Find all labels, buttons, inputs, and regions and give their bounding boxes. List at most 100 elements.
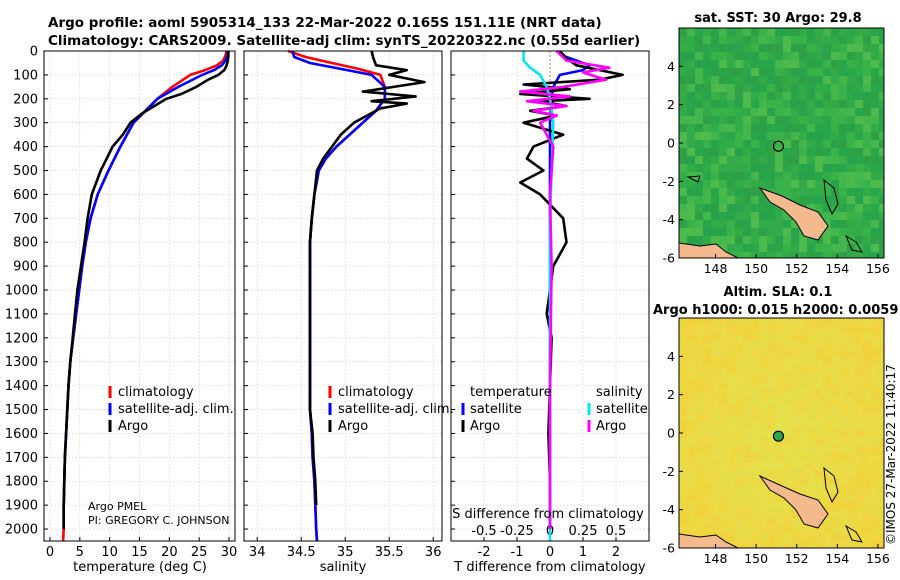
map-cell xyxy=(783,244,791,252)
map-cell xyxy=(823,326,831,334)
map-cell xyxy=(775,494,783,502)
map-cell xyxy=(855,92,863,100)
map-cell xyxy=(759,462,767,470)
map-cell xyxy=(743,342,751,350)
map-cell xyxy=(871,244,879,252)
map-cell xyxy=(767,526,775,534)
map-cell xyxy=(871,366,879,374)
map-cell xyxy=(711,132,719,140)
map-cell xyxy=(831,92,839,100)
map-cell xyxy=(855,212,863,220)
map-cell xyxy=(879,438,884,446)
map-cell xyxy=(751,36,759,44)
map-cell xyxy=(815,342,823,350)
map-cell xyxy=(703,502,711,510)
map-cell xyxy=(863,446,871,454)
map-cell xyxy=(727,526,735,534)
map-cell xyxy=(815,422,823,430)
map-cell xyxy=(855,196,863,204)
map-cell xyxy=(863,342,871,350)
map-cell xyxy=(791,76,799,84)
map-cell xyxy=(759,326,767,334)
map-cell xyxy=(703,390,711,398)
map-cell xyxy=(751,494,759,502)
map-cell xyxy=(743,366,751,374)
map-cell xyxy=(879,342,884,350)
map-cell xyxy=(687,518,695,526)
map-cell xyxy=(775,228,783,236)
map-cell xyxy=(871,382,879,390)
map-cell xyxy=(831,52,839,60)
map-cell xyxy=(879,164,884,172)
map-cell xyxy=(871,318,879,326)
map-cell xyxy=(855,52,863,60)
map-cell xyxy=(791,422,799,430)
map-cell xyxy=(735,76,743,84)
map-cell xyxy=(831,542,839,548)
map-cell xyxy=(695,318,703,326)
map-cell xyxy=(775,116,783,124)
map-cell xyxy=(791,390,799,398)
map-cell xyxy=(695,478,703,486)
map-cell xyxy=(711,36,719,44)
map-cell xyxy=(751,164,759,172)
map-cell xyxy=(815,366,823,374)
map-cell xyxy=(743,204,751,212)
map-cell xyxy=(807,140,815,148)
map-cell xyxy=(847,36,855,44)
map-cell xyxy=(807,36,815,44)
map-cell xyxy=(815,140,823,148)
map-cell xyxy=(687,140,695,148)
map-cell xyxy=(847,526,855,534)
map-cell xyxy=(743,534,751,542)
map-cell xyxy=(711,148,719,156)
map-cell xyxy=(687,502,695,510)
map-cell xyxy=(775,406,783,414)
map-cell xyxy=(855,350,863,358)
map-cell xyxy=(775,382,783,390)
map-cell xyxy=(719,132,727,140)
temperature-xlabel: temperature (deg C) xyxy=(73,560,207,575)
map-cell xyxy=(839,116,847,124)
sla-land-png xyxy=(679,533,739,548)
map-cell xyxy=(815,252,823,258)
map-cell xyxy=(783,430,791,438)
map-cell xyxy=(735,318,743,326)
x-tick-label: 20 xyxy=(161,545,178,560)
y-tick-label: 200 xyxy=(13,92,38,107)
map-cell xyxy=(855,204,863,212)
map-cell xyxy=(695,454,703,462)
map-cell xyxy=(783,462,791,470)
map-cell xyxy=(711,390,719,398)
map-cell xyxy=(879,140,884,148)
map-cell xyxy=(855,494,863,502)
map-cell xyxy=(823,542,831,548)
map-cell xyxy=(799,148,807,156)
map-cell xyxy=(743,100,751,108)
map-cell xyxy=(727,76,735,84)
map-cell xyxy=(695,108,703,116)
map-cell xyxy=(791,196,799,204)
map-cell xyxy=(767,92,775,100)
map-cell xyxy=(735,188,743,196)
map-cell xyxy=(679,382,687,390)
map-cell xyxy=(703,68,711,76)
map-cell xyxy=(687,36,695,44)
map-cell xyxy=(823,228,831,236)
map-cell xyxy=(687,446,695,454)
map-cell xyxy=(807,44,815,52)
map-cell xyxy=(679,366,687,374)
map-cell xyxy=(703,438,711,446)
map-cell xyxy=(791,414,799,422)
map-cell xyxy=(871,236,879,244)
x-tick-label: 5 xyxy=(76,545,84,560)
map-cell xyxy=(847,502,855,510)
map-cell xyxy=(847,454,855,462)
map-cell xyxy=(775,470,783,478)
map-cell xyxy=(711,92,719,100)
map-cell xyxy=(759,132,767,140)
map-cell xyxy=(767,446,775,454)
map-cell xyxy=(695,462,703,470)
map-cell xyxy=(823,462,831,470)
map-cell xyxy=(879,398,884,406)
